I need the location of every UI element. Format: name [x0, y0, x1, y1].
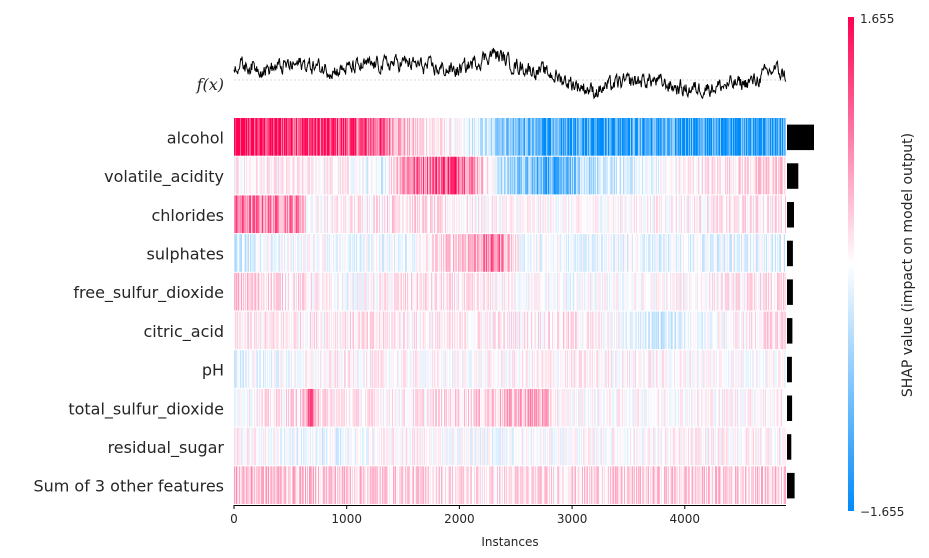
colorbar-label: SHAP value (impact on model output) — [900, 133, 916, 397]
feature-label: free_sulfur_dioxide — [73, 283, 224, 303]
fx-panel — [233, 47, 787, 100]
feature-label: citric_acid — [143, 322, 224, 342]
importance-bar — [787, 240, 793, 267]
importance-bars — [787, 124, 814, 499]
heatmap-row-5 — [234, 311, 786, 350]
feature-label: sulphates — [147, 245, 224, 264]
heatmap-row-1 — [234, 156, 786, 195]
feature-label: alcohol — [167, 128, 224, 147]
fx-label: f(x) — [196, 75, 224, 94]
heatmap-row-7 — [234, 388, 786, 427]
colorbar — [848, 17, 854, 511]
colorbar-gradient — [848, 17, 854, 511]
x-tick-label: 2000 — [444, 512, 475, 526]
colorbar-max-label: 1.655 — [860, 12, 894, 26]
x-tick-label: 4000 — [670, 512, 701, 526]
x-tick-label: 1000 — [331, 512, 362, 526]
feature-label: Sum of 3 other features — [33, 477, 224, 496]
colorbar-min-label: −1.655 — [860, 505, 904, 519]
x-tick-label: 0 — [230, 512, 238, 526]
heatmap-row-0 — [234, 118, 786, 156]
feature-label: volatile_acidity — [104, 167, 224, 187]
feature-label: pH — [202, 361, 224, 380]
importance-bar — [787, 356, 792, 383]
feature-label: chlorides — [151, 206, 224, 225]
heatmap-row-2 — [234, 195, 786, 234]
importance-bar — [787, 395, 793, 421]
x-tick-label: 3000 — [557, 512, 588, 526]
importance-bar — [787, 318, 793, 344]
fx-line — [233, 47, 787, 100]
x-axis: 0 1000 2000 3000 4000 — [230, 505, 786, 526]
importance-bar — [787, 279, 793, 305]
heatmap-row-8 — [234, 427, 786, 466]
feature-labels: alcohol volatile_acidity chlorides sulphate… — [33, 128, 224, 495]
importance-bar — [787, 434, 792, 460]
importance-bar — [787, 124, 814, 151]
x-axis-label: Instances — [481, 535, 538, 549]
feature-label: total_sulfur_dioxide — [68, 399, 224, 419]
importance-bar — [787, 163, 799, 189]
feature-label: residual_sugar — [108, 438, 225, 458]
importance-bar — [787, 202, 794, 228]
heatmap-row-6 — [234, 350, 786, 388]
heatmap-row-3 — [234, 234, 786, 272]
heatmap-row-4 — [234, 272, 786, 311]
heatmap-row-9 — [234, 466, 786, 504]
heatmap-cells — [234, 118, 786, 504]
importance-bar — [787, 472, 795, 499]
